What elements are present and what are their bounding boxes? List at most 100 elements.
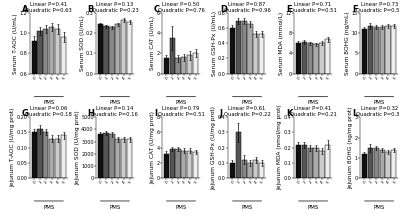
Bar — [259, 163, 264, 178]
Text: K: K — [286, 109, 292, 118]
Bar — [176, 149, 180, 178]
Bar — [61, 37, 66, 134]
Bar — [380, 150, 385, 178]
Y-axis label: Jejunum GSH-Px (U/mg prot): Jejunum GSH-Px (U/mg prot) — [212, 106, 217, 190]
Bar — [181, 151, 186, 178]
Bar — [55, 29, 60, 134]
Bar — [368, 148, 373, 178]
Y-axis label: Serum MDA (mmol/L): Serum MDA (mmol/L) — [279, 12, 284, 75]
Text: C: C — [154, 5, 160, 14]
Bar — [236, 21, 241, 74]
Bar — [386, 26, 390, 74]
Bar — [127, 139, 132, 178]
Bar — [193, 53, 198, 74]
Title: Linear P=0.87
Quadratic P=0.96: Linear P=0.87 Quadratic P=0.96 — [224, 2, 270, 13]
Bar — [38, 129, 42, 178]
Text: D: D — [220, 5, 227, 14]
Bar — [362, 154, 367, 178]
Y-axis label: Serum GSH-Px (U/mL): Serum GSH-Px (U/mL) — [212, 11, 217, 76]
Bar — [104, 26, 109, 74]
Text: PMS: PMS — [308, 205, 319, 210]
Bar — [242, 21, 247, 74]
Text: A: A — [22, 5, 28, 14]
Bar — [314, 44, 318, 74]
Bar — [164, 154, 169, 178]
Bar — [319, 43, 324, 74]
Title: Linear P=0.73
Quadratic P=0.51: Linear P=0.73 Quadratic P=0.51 — [356, 2, 400, 13]
Text: L: L — [352, 109, 357, 118]
Text: I: I — [154, 109, 157, 118]
Text: PMS: PMS — [242, 100, 253, 105]
Bar — [43, 132, 48, 178]
Text: B: B — [88, 5, 94, 14]
Y-axis label: Serum 8OHG (ng/mL): Serum 8OHG (ng/mL) — [345, 12, 350, 75]
Text: PMS: PMS — [374, 205, 385, 210]
Text: J: J — [220, 109, 223, 118]
Bar — [253, 160, 258, 178]
Title: Linear P=0.13
Quadratic P=0.23: Linear P=0.13 Quadratic P=0.23 — [92, 2, 138, 13]
Bar — [32, 132, 37, 178]
Bar — [121, 139, 126, 178]
Bar — [362, 29, 367, 74]
Bar — [55, 138, 60, 178]
Bar — [380, 27, 385, 74]
Text: PMS: PMS — [175, 205, 186, 210]
Bar — [253, 34, 258, 74]
Title: Linear P=0.41
Quadratic P=0.63: Linear P=0.41 Quadratic P=0.63 — [26, 2, 72, 13]
Bar — [38, 31, 42, 134]
Y-axis label: Jejunum T-AOC (U/mg prot): Jejunum T-AOC (U/mg prot) — [10, 108, 15, 187]
Bar — [325, 39, 330, 74]
Title: Linear P=0.71
Quadratic P=0.51: Linear P=0.71 Quadratic P=0.51 — [290, 2, 336, 13]
Bar — [368, 26, 373, 74]
Bar — [259, 34, 264, 74]
Bar — [374, 27, 379, 74]
Bar — [170, 38, 175, 74]
Bar — [248, 24, 252, 74]
Y-axis label: Jejunum MDA (nmol/mg prot): Jejunum MDA (nmol/mg prot) — [278, 105, 283, 191]
Bar — [49, 138, 54, 178]
Bar — [308, 43, 313, 74]
Bar — [242, 160, 247, 178]
Title: Linear P=0.61
Quadratic P=0.22: Linear P=0.61 Quadratic P=0.22 — [224, 106, 270, 117]
Bar — [193, 152, 198, 178]
Bar — [104, 133, 109, 178]
Bar — [110, 134, 114, 178]
Text: F: F — [352, 5, 358, 14]
Y-axis label: Serum T-AOC (U/mL): Serum T-AOC (U/mL) — [14, 13, 18, 74]
Bar — [296, 145, 301, 178]
Bar — [374, 148, 379, 178]
Text: G: G — [22, 109, 28, 118]
Text: H: H — [88, 109, 95, 118]
Y-axis label: Jejunum SOD (U/mg prot): Jejunum SOD (U/mg prot) — [75, 110, 80, 185]
Bar — [110, 27, 114, 74]
Bar — [181, 58, 186, 74]
Y-axis label: Serum CAT (U/mL): Serum CAT (U/mL) — [150, 16, 155, 70]
Bar — [164, 59, 169, 74]
Bar — [302, 145, 307, 178]
Bar — [187, 56, 192, 74]
Bar — [115, 24, 120, 74]
Bar — [32, 41, 37, 134]
Title: Linear P=0.06
Quadratic P=0.18: Linear P=0.06 Quadratic P=0.18 — [26, 106, 72, 117]
Title: Linear P=0.32
Quadratic P=0.31: Linear P=0.32 Quadratic P=0.31 — [356, 106, 400, 117]
Bar — [296, 43, 301, 74]
Bar — [386, 152, 390, 178]
Text: PMS: PMS — [43, 100, 54, 105]
Bar — [391, 26, 396, 74]
Bar — [127, 22, 132, 74]
Bar — [121, 20, 126, 74]
Bar — [176, 59, 180, 74]
Bar — [230, 163, 235, 178]
Text: PMS: PMS — [175, 100, 186, 105]
Bar — [314, 148, 318, 178]
Bar — [391, 150, 396, 178]
Title: Linear P=0.41
Quadratic P=0.21: Linear P=0.41 Quadratic P=0.21 — [290, 106, 336, 117]
Text: PMS: PMS — [308, 100, 319, 105]
Bar — [98, 24, 103, 74]
Y-axis label: Jejunum 8OHG (ng/mg prot): Jejunum 8OHG (ng/mg prot) — [348, 106, 353, 189]
Text: PMS: PMS — [109, 205, 120, 210]
Bar — [170, 149, 175, 178]
Title: Linear P=0.50
Quadratic P=0.76: Linear P=0.50 Quadratic P=0.76 — [158, 2, 204, 13]
Text: PMS: PMS — [374, 100, 385, 105]
Bar — [308, 148, 313, 178]
